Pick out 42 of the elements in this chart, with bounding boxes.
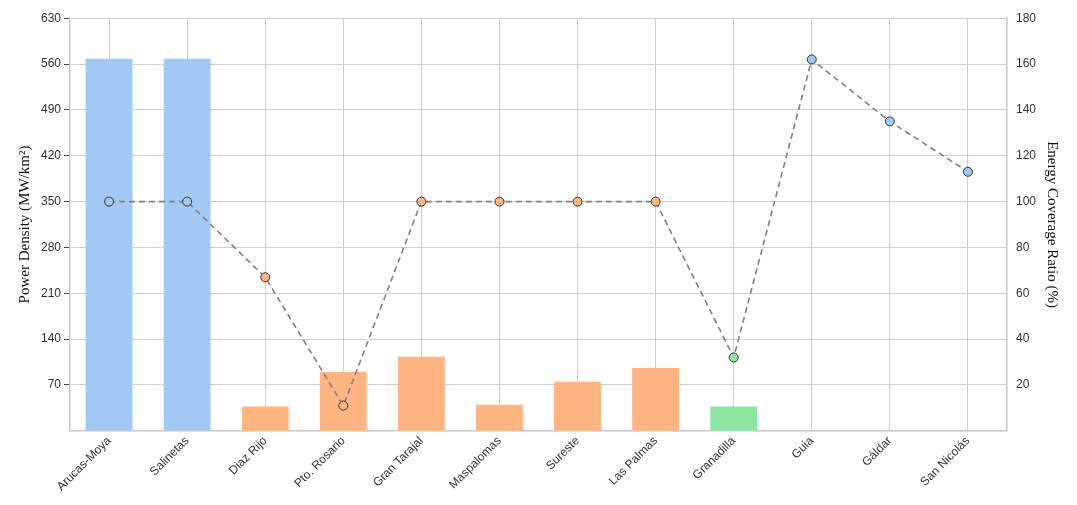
y-tick-label: 70	[47, 377, 62, 392]
bar	[241, 406, 289, 431]
y2-tick-label: 80	[1015, 239, 1030, 254]
y-tick-label: 280	[40, 239, 62, 254]
y2-tick-label: 140	[1015, 102, 1037, 117]
bar	[319, 371, 367, 431]
y2-axis-title: Energy Coverage Ratio (%)	[1044, 141, 1062, 308]
y2-tick-label: 180	[1015, 10, 1037, 25]
y-tick-label: 490	[40, 102, 62, 117]
y2-tick-label: 120	[1015, 148, 1037, 163]
y2-tick-label: 160	[1015, 56, 1037, 71]
point	[884, 116, 895, 127]
point	[260, 272, 271, 283]
y2-tick-label: 40	[1015, 331, 1030, 346]
y-tick-label: 630	[40, 10, 62, 25]
point	[494, 196, 505, 207]
y-tick-label: 140	[40, 331, 62, 346]
point	[182, 196, 193, 207]
bar	[632, 367, 680, 431]
y-tick-label: 560	[40, 56, 62, 71]
point	[416, 196, 427, 207]
point	[338, 400, 349, 411]
y2-tick-label: 100	[1015, 193, 1037, 208]
point	[572, 196, 583, 207]
y2-tick-label: 20	[1015, 377, 1030, 392]
bar	[710, 406, 758, 431]
point	[650, 196, 661, 207]
bar	[476, 404, 523, 431]
point	[806, 54, 817, 65]
bar	[85, 58, 133, 431]
y-tick-label: 210	[40, 285, 62, 300]
bar	[554, 381, 601, 431]
x-tick-label: Guia	[788, 433, 817, 462]
y-tick-label: 420	[40, 148, 62, 163]
y2-tick-label: 60	[1015, 285, 1030, 300]
point	[104, 196, 115, 207]
y-tick-label: 350	[40, 193, 62, 208]
point	[962, 166, 973, 177]
bar	[163, 58, 211, 431]
point	[728, 352, 739, 363]
y-axis-title: Power Density (MW/km²)	[15, 145, 33, 304]
bar	[397, 356, 445, 431]
